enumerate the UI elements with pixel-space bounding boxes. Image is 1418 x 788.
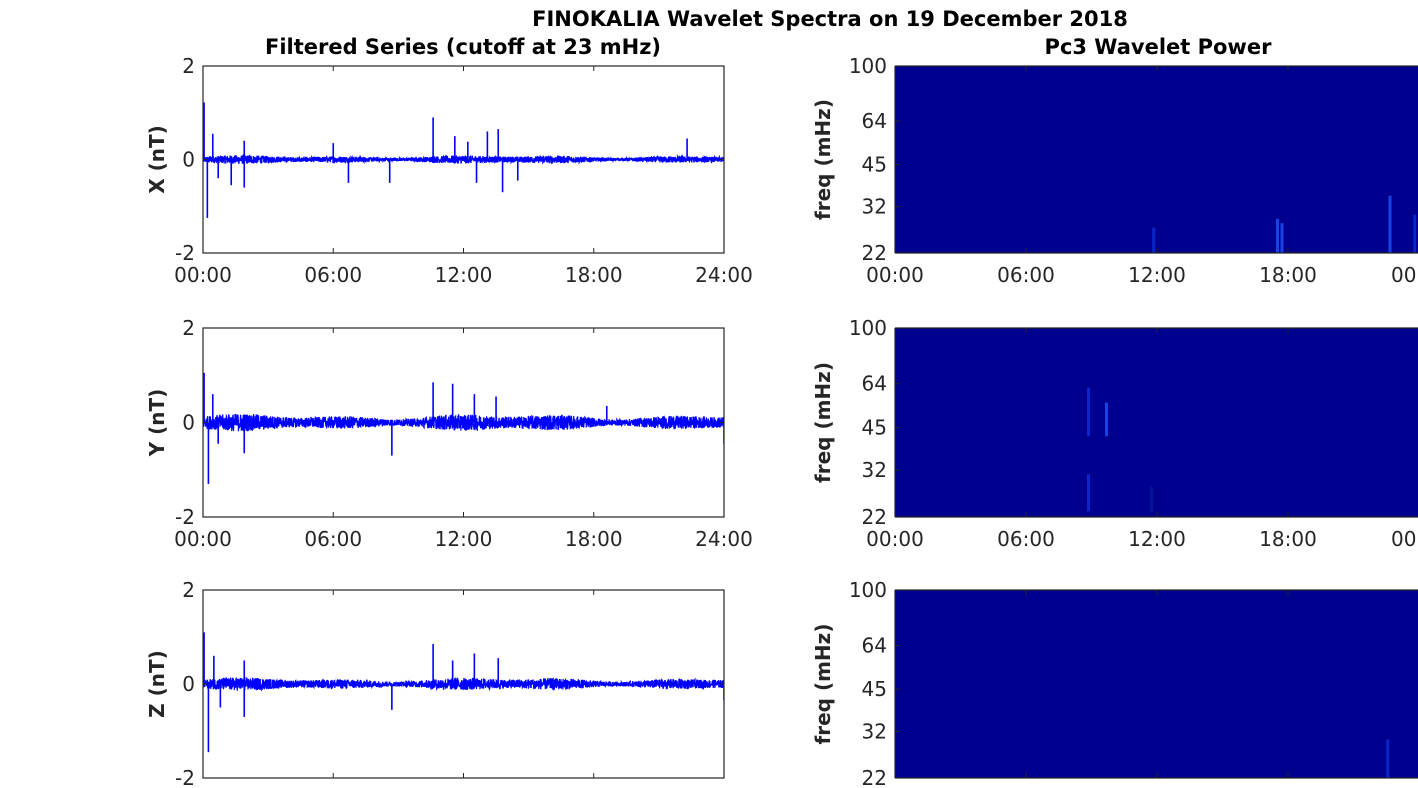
x-tick-label: 06:00 (997, 527, 1055, 551)
y-axis-label: freq (mHz) (811, 624, 835, 745)
right-column-title: Pc3 Wavelet Power (1045, 35, 1273, 59)
power-hotspot-3 (1087, 474, 1090, 512)
y-tick-label: 2 (182, 54, 195, 78)
y-tick-label: 32 (862, 719, 887, 743)
power-background (895, 66, 1418, 253)
x-tick-label: 00 (1391, 263, 1416, 287)
y-tick-label: 45 (862, 153, 887, 177)
x-tick-label: 12:00 (1128, 263, 1186, 287)
x-tick-label: 18:00 (565, 263, 623, 287)
y-tick-label: -2 (175, 505, 195, 529)
x-tick-label: 00:00 (174, 263, 232, 287)
x-tick-label: 18:00 (565, 527, 623, 551)
y-tick-label: 100 (849, 578, 887, 602)
y-tick-label: -2 (175, 766, 195, 788)
y-axis-label: freq (mHz) (811, 99, 835, 220)
y-tick-label: 2 (182, 578, 195, 602)
y-tick-label: 45 (862, 416, 887, 440)
x-tick-label: 06:00 (304, 263, 362, 287)
power-background (895, 590, 1418, 778)
x-tick-label: 00 (1391, 527, 1416, 551)
power-hotspot-2 (1276, 218, 1279, 253)
y-axis-label: Z (nT) (145, 650, 169, 718)
x-tick-label: 00:00 (866, 263, 924, 287)
timeseries-panel-3: 2 0 -2 Z (nT) (145, 578, 725, 788)
x-tick-label: 00:00 (174, 527, 232, 551)
x-tick-label: 18:00 (1259, 263, 1317, 287)
power-hotspot-1 (1152, 227, 1156, 253)
y-tick-label: 32 (862, 195, 887, 219)
y-tick-label: 0 (182, 672, 195, 696)
wavelet-panel-3: 100 64 45 32 22 freq (mHz) (811, 578, 1418, 788)
power-background (895, 328, 1418, 517)
x-tick-label: 12:00 (435, 527, 493, 551)
power-hotspot-1 (1386, 739, 1390, 778)
y-tick-label: 64 (862, 109, 887, 133)
power-hotspot-3 (1280, 223, 1284, 253)
figure-title: FINOKALIA Wavelet Spectra on 19 December… (532, 7, 1128, 31)
y-tick-label: 0 (182, 148, 195, 172)
y-tick-label: 64 (862, 372, 887, 396)
y-tick-label: 0 (182, 411, 195, 435)
x-tick-label: 24:00 (695, 263, 753, 287)
x-tick-label: 06:00 (304, 527, 362, 551)
series-line (203, 413, 724, 432)
left-column-title: Filtered Series (cutoff at 23 mHz) (265, 35, 661, 59)
power-hotspot-4 (1150, 486, 1153, 512)
y-axis-label: X (nT) (145, 125, 169, 194)
x-tick-label: 06:00 (997, 263, 1055, 287)
y-tick-label: 22 (862, 505, 887, 529)
y-tick-label: 100 (849, 316, 887, 340)
power-hotspot-1 (1087, 387, 1090, 437)
series-line (203, 153, 724, 165)
y-tick-label: 22 (862, 241, 887, 265)
power-hotspot-4 (1388, 195, 1392, 253)
power-hotspot-2 (1105, 402, 1108, 437)
y-tick-label: 32 (862, 458, 887, 482)
x-tick-label: 24:00 (695, 527, 753, 551)
x-tick-label: 12:00 (435, 263, 493, 287)
y-tick-label: 64 (862, 633, 887, 657)
y-tick-label: 100 (849, 54, 887, 78)
x-tick-label: 00:00 (866, 527, 924, 551)
y-tick-label: 22 (862, 766, 887, 788)
timeseries-panel-1: 2 0 -200:00 06:00 12:00 18:00 24:00 X (nT) (145, 54, 753, 287)
series-line (203, 676, 724, 692)
y-tick-label: 2 (182, 316, 195, 340)
timeseries-panel-2: 2 0 -200:00 06:00 12:00 18:00 24:00 Y (nT) (145, 316, 753, 551)
y-axis-label: Y (nT) (145, 389, 169, 458)
power-hotspot-5 (1413, 214, 1417, 253)
x-tick-label: 12:00 (1128, 527, 1186, 551)
y-tick-label: 45 (862, 677, 887, 701)
x-tick-label: 18:00 (1259, 527, 1317, 551)
y-tick-label: -2 (175, 241, 195, 265)
y-axis-label: freq (mHz) (811, 362, 835, 483)
